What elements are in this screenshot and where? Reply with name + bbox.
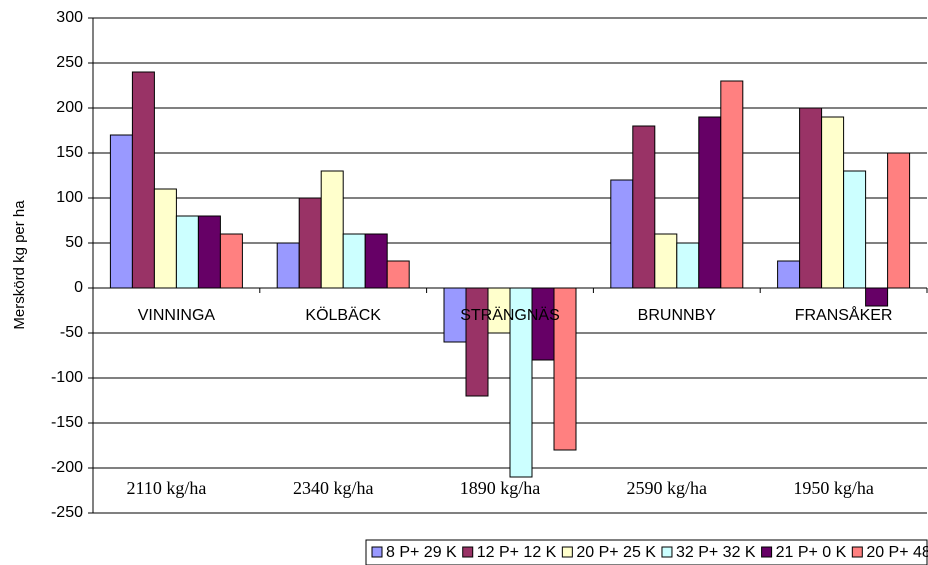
y-tick-label: -50 (60, 324, 83, 341)
y-tick-label: 0 (74, 279, 83, 296)
legend-swatch (371, 546, 383, 558)
y-tick-label: 150 (56, 144, 83, 161)
bar (153, 188, 177, 289)
annotation: 2590 kg/ha (627, 478, 708, 498)
y-tick-label: 300 (56, 9, 83, 26)
bar (865, 287, 889, 307)
legend-label: 20 P+ 25 K (576, 544, 656, 561)
annotation: 2340 kg/ha (293, 478, 374, 498)
legend-swatch (561, 546, 573, 558)
x-tick-label: KÖLBÄCK (305, 306, 381, 324)
y-tick-label: -200 (51, 459, 83, 476)
y-tick-label: 200 (56, 99, 83, 116)
legend-swatch (761, 546, 773, 558)
bar (698, 116, 722, 289)
bar (175, 215, 199, 289)
bar (320, 170, 344, 289)
bar (843, 170, 867, 289)
bar (610, 179, 634, 289)
legend-label: 12 P+ 12 K (477, 544, 557, 561)
legend-label: 32 P+ 32 K (676, 544, 756, 561)
bar (109, 134, 133, 289)
annotation: 2110 kg/ha (126, 478, 206, 498)
bar (777, 260, 801, 289)
y-tick-label: 100 (56, 189, 83, 206)
x-tick-label: STRÄNGNÄS (460, 306, 560, 324)
y-tick-label: 250 (56, 54, 83, 71)
bar (197, 215, 221, 289)
bar (632, 125, 656, 289)
bar (720, 80, 744, 289)
x-tick-label: FRANSÅKER (795, 305, 893, 324)
y-tick-label: -250 (51, 504, 83, 521)
legend-swatch (851, 546, 863, 558)
bar (465, 287, 489, 397)
bar (887, 152, 911, 289)
bar (131, 71, 155, 289)
legend-label: 21 P+ 0 K (776, 544, 847, 561)
bar (799, 107, 823, 289)
bar (676, 242, 700, 289)
x-tick-label: VINNINGA (138, 307, 216, 324)
legend-label: 8 P+ 29 K (386, 544, 457, 561)
y-tick-label: 50 (65, 234, 83, 251)
legend-swatch (661, 546, 673, 558)
legend-box (365, 539, 928, 565)
x-tick-label: BRUNNBY (638, 307, 717, 324)
y-axis-label: Merskörd kg per ha (11, 200, 28, 330)
y-tick-label: -150 (51, 414, 83, 431)
legend-swatch (462, 546, 474, 558)
bar (386, 260, 410, 289)
bar (364, 233, 388, 289)
legend-label: 20 P+ 48 K (866, 544, 928, 561)
annotation: 1950 kg/ha (793, 478, 874, 498)
bar (298, 197, 322, 289)
bar (342, 233, 366, 289)
annotation: 1890 kg/ha (460, 478, 541, 498)
bar (276, 242, 300, 289)
bar (654, 233, 678, 289)
bar (821, 116, 845, 289)
bar (219, 233, 243, 289)
y-tick-label: -100 (51, 369, 83, 386)
